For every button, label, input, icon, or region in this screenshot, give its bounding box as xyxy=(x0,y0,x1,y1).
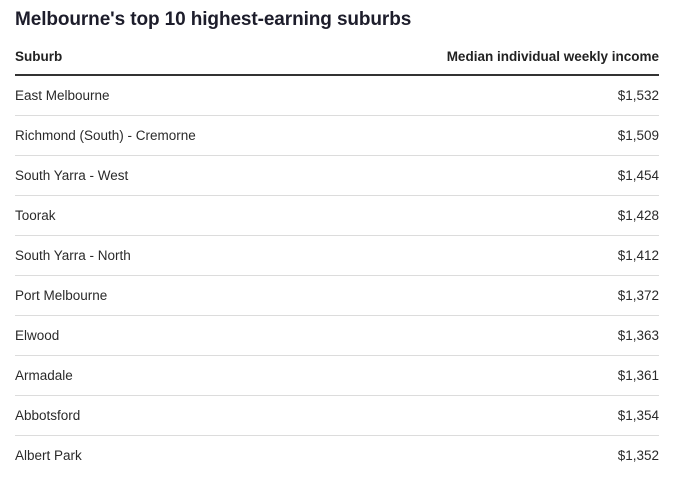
table-row: East Melbourne $1,532 xyxy=(15,75,659,116)
suburb-cell: East Melbourne xyxy=(15,75,337,116)
income-cell: $1,532 xyxy=(337,75,659,116)
table-row: Elwood $1,363 xyxy=(15,315,659,356)
income-cell: $1,428 xyxy=(337,195,659,236)
income-cell: $1,363 xyxy=(337,315,659,356)
table-header: Suburb Median individual weekly income xyxy=(15,38,659,76)
income-cell: $1,352 xyxy=(617,448,659,463)
table-body: East Melbourne $1,532 Richmond (South) -… xyxy=(15,75,659,475)
table-row: Armadale $1,361 xyxy=(15,355,659,396)
table-row: Albert Park $1,352 xyxy=(15,436,659,476)
income-cell: $1,454 xyxy=(337,155,659,196)
column-header-income: Median individual weekly income xyxy=(337,38,659,76)
table-row: South Yarra - North $1,412 xyxy=(15,235,659,276)
suburb-cell: Elwood xyxy=(15,315,337,356)
suburb-cell: Albert Park xyxy=(15,448,82,463)
income-cell: $1,372 xyxy=(337,275,659,316)
suburb-cell: Richmond (South) - Cremorne xyxy=(15,115,337,156)
suburb-cell: Abbotsford xyxy=(15,395,337,436)
table-row: Abbotsford $1,354 xyxy=(15,395,659,436)
table-row: Richmond (South) - Cremorne $1,509 xyxy=(15,115,659,156)
suburb-cell: Port Melbourne xyxy=(15,275,337,316)
table-title: Melbourne's top 10 highest-earning subur… xyxy=(15,9,412,30)
table-row: South Yarra - West $1,454 xyxy=(15,155,659,196)
column-header-suburb: Suburb xyxy=(15,38,337,76)
suburb-cell: South Yarra - West xyxy=(15,155,337,196)
header-row: Suburb Median individual weekly income xyxy=(15,38,659,76)
income-cell: $1,412 xyxy=(337,235,659,276)
suburb-cell: South Yarra - North xyxy=(15,235,337,276)
income-table: Suburb Median individual weekly income E… xyxy=(15,38,659,475)
table-row: Port Melbourne $1,372 xyxy=(15,275,659,316)
income-cell: $1,361 xyxy=(337,355,659,396)
income-cell: $1,509 xyxy=(337,115,659,156)
suburb-cell: Armadale xyxy=(15,355,337,396)
table-row: Toorak $1,428 xyxy=(15,195,659,236)
suburb-cell: Toorak xyxy=(15,195,337,236)
income-cell: $1,354 xyxy=(337,395,659,436)
